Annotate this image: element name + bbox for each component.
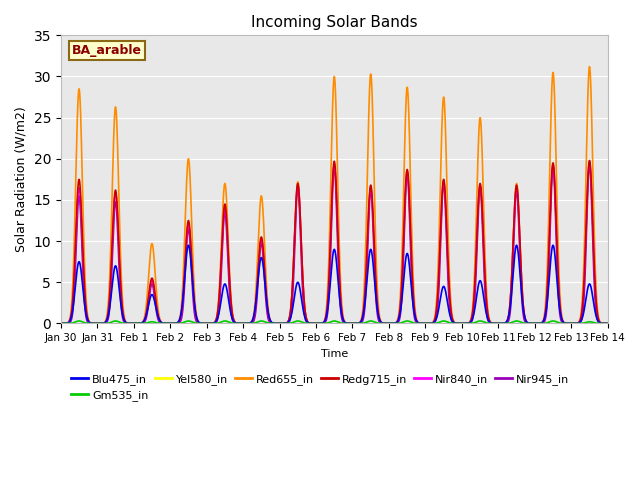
Y-axis label: Solar Radiation (W/m2): Solar Radiation (W/m2) (15, 107, 28, 252)
Title: Incoming Solar Bands: Incoming Solar Bands (251, 15, 417, 30)
Legend: Blu475_in, Gm535_in, Yel580_in, Red655_in, Redg715_in, Nir840_in, Nir945_in: Blu475_in, Gm535_in, Yel580_in, Red655_i… (67, 369, 574, 406)
Text: BA_arable: BA_arable (72, 44, 142, 57)
X-axis label: Time: Time (321, 349, 348, 359)
